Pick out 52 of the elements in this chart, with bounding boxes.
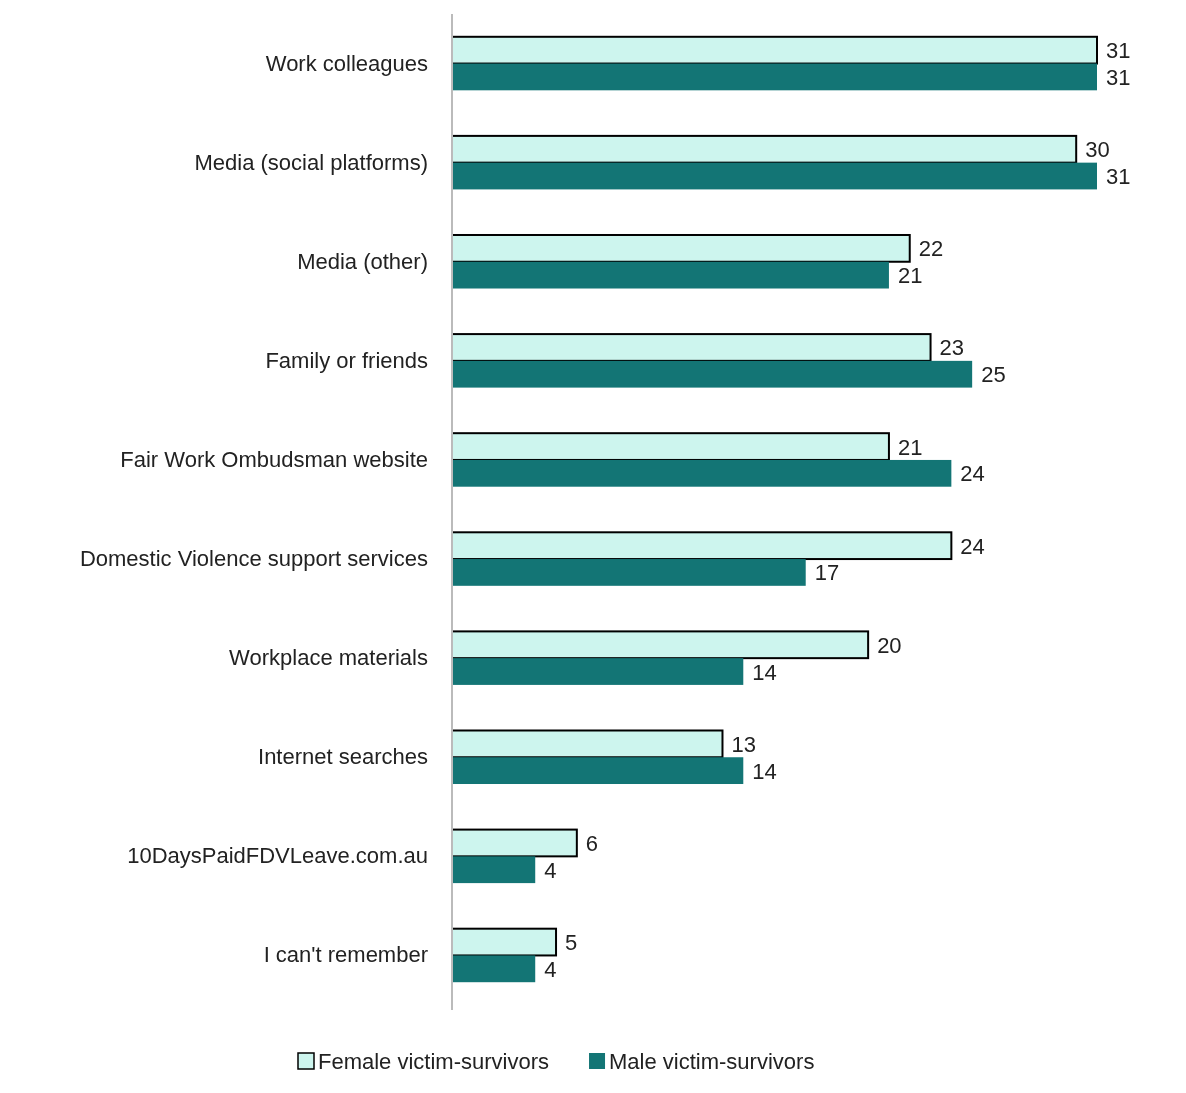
data-label: 24	[960, 533, 985, 559]
bar	[452, 261, 889, 289]
bar	[452, 360, 973, 388]
data-label: 4	[544, 857, 557, 883]
data-label: 14	[752, 659, 777, 685]
data-label: 14	[752, 758, 777, 784]
data-label: 20	[877, 632, 902, 658]
bar	[451, 333, 932, 362]
legend-label: Male victim-survivors	[609, 1049, 815, 1074]
data-label: 30	[1085, 137, 1110, 163]
y-tick-label: Work colleagues	[265, 50, 428, 76]
bar	[452, 162, 1097, 190]
bar	[451, 432, 890, 461]
y-tick-label: Media (social platforms)	[194, 149, 428, 175]
data-label: 21	[897, 263, 923, 289]
bar	[451, 531, 953, 561]
bar	[452, 955, 536, 983]
data-label: 13	[731, 731, 756, 757]
data-label: 31	[1106, 164, 1131, 190]
bar	[451, 927, 558, 957]
data-label: 22	[918, 236, 944, 262]
y-tick-label: 10DaysPaidFDVLeave.com.au	[127, 843, 428, 869]
y-tick-label: Family or friends	[265, 347, 428, 373]
y-tick-label: Media (other)	[297, 248, 428, 274]
bar	[452, 757, 744, 785]
data-label: 23	[939, 335, 965, 361]
bar	[452, 459, 952, 487]
y-tick-label: Fair Work Ombudsman website	[120, 446, 428, 472]
data-label: 31	[1106, 64, 1131, 90]
data-label: 17	[814, 560, 840, 586]
y-tick-label: I can't remember	[263, 942, 428, 968]
y-tick-label: Domestic Violence support services	[79, 546, 428, 572]
data-label: 6	[585, 830, 599, 856]
data-label: 25	[981, 362, 1006, 388]
y-tick-label: Internet searches	[258, 744, 428, 770]
bar	[451, 134, 1078, 164]
legend-label: Female victim-survivors	[318, 1049, 550, 1074]
bar	[451, 35, 1098, 65]
data-label: 21	[897, 434, 923, 460]
bar	[451, 828, 578, 858]
data-label: 4	[544, 956, 557, 982]
bar	[451, 233, 911, 263]
bar	[452, 559, 806, 586]
bar	[452, 63, 1097, 91]
bar	[452, 658, 744, 685]
data-label: 5	[565, 930, 578, 956]
y-tick-label: Workplace materials	[229, 645, 428, 671]
data-label: 24	[960, 461, 985, 487]
bar	[451, 630, 870, 660]
bar	[451, 729, 724, 759]
bar	[452, 856, 536, 884]
data-label: 31	[1106, 38, 1131, 64]
